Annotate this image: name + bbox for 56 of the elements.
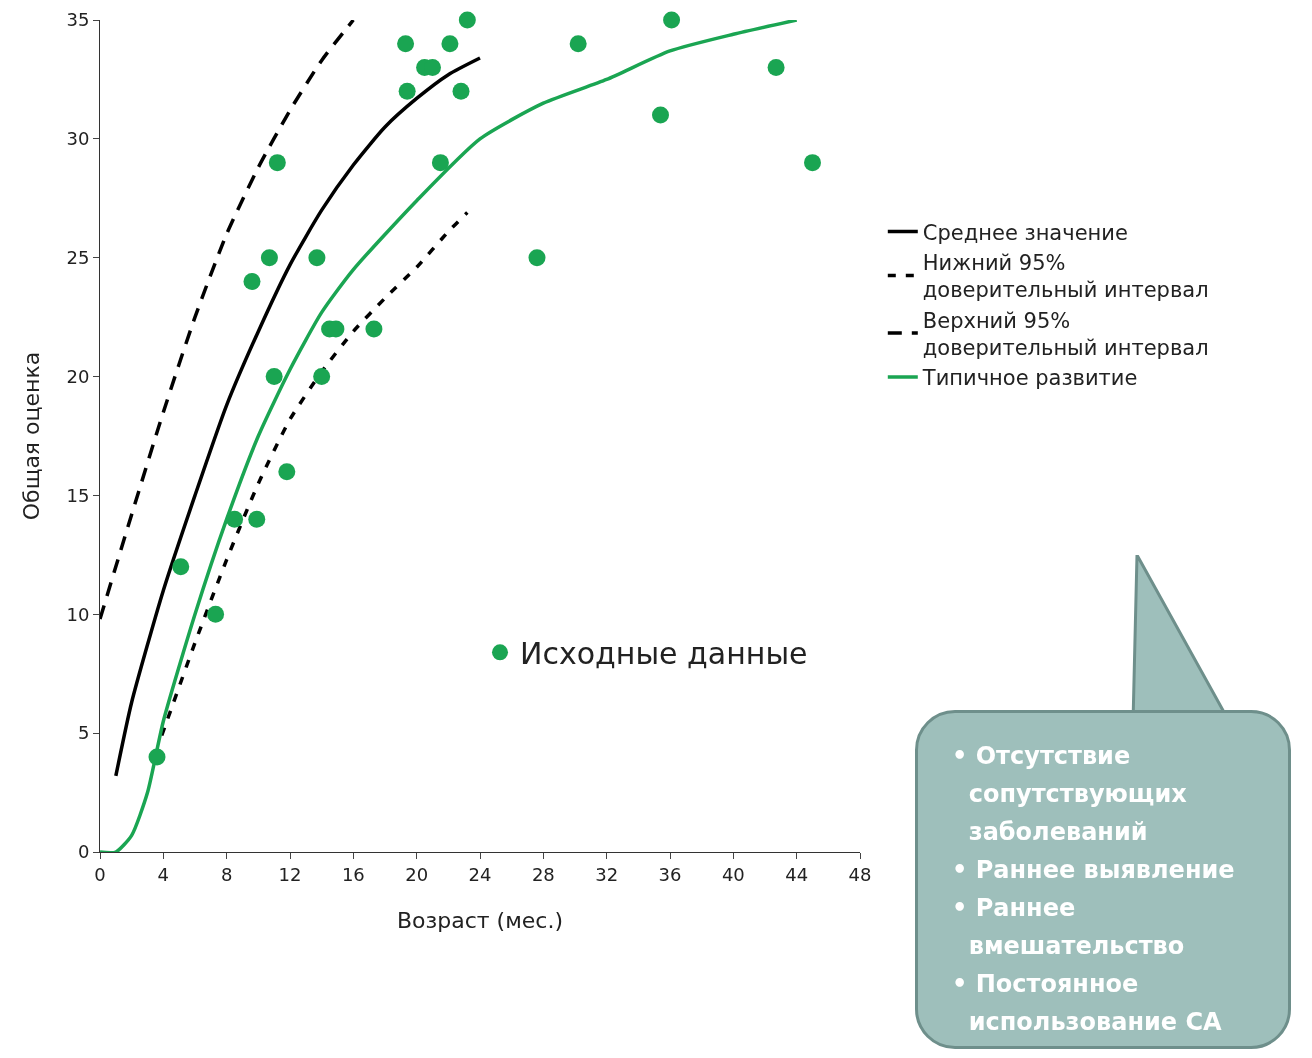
- x-tick-label: 12: [278, 863, 302, 885]
- point: [248, 510, 266, 528]
- x-axis-title: Возраст (мес.): [397, 908, 563, 933]
- x-tick-label: 32: [595, 863, 619, 885]
- x-tick-label: 16: [341, 863, 365, 885]
- point: [441, 35, 459, 53]
- point: [431, 154, 449, 172]
- line-series: [160, 210, 470, 738]
- x-tick-label: 28: [531, 863, 555, 885]
- x-tick-label: 48: [848, 863, 872, 885]
- point: [265, 368, 283, 386]
- point: [226, 510, 244, 528]
- point: [308, 249, 326, 267]
- y-tick-label: 20: [66, 365, 90, 387]
- point: [663, 11, 681, 29]
- point: [207, 605, 225, 623]
- point: [452, 82, 470, 100]
- x-tick-label: 4: [157, 863, 170, 885]
- y-tick-label: 35: [66, 9, 90, 31]
- point: [397, 35, 415, 53]
- point: [313, 368, 331, 386]
- x-tick-label: 44: [785, 863, 809, 885]
- line-series: [114, 56, 482, 778]
- point: [398, 82, 416, 100]
- legend-label: Верхний 95% доверительный интервал: [922, 308, 1209, 360]
- point: [278, 463, 296, 481]
- x-tick-label: 36: [658, 863, 682, 885]
- point: [652, 106, 669, 124]
- legend-label: Типичное развитие: [921, 366, 1138, 391]
- point: [569, 35, 587, 53]
- point: [365, 320, 383, 338]
- point: [528, 249, 546, 267]
- point: [172, 558, 190, 576]
- point: [260, 249, 278, 267]
- x-tick-label: 0: [94, 863, 106, 885]
- legend-label: Среднее значение: [922, 220, 1128, 245]
- point: [767, 59, 785, 77]
- line-series: [100, 20, 356, 621]
- legend-label: Исходные данные: [520, 636, 808, 672]
- x-tick-label: 24: [468, 863, 492, 885]
- y-tick-label: 0: [77, 841, 90, 863]
- y-tick-label: 15: [66, 484, 90, 506]
- x-tick-label: 40: [721, 863, 745, 885]
- legend-label: Нижний 95% доверительный интервал: [922, 251, 1209, 303]
- point: [804, 154, 821, 172]
- point: [243, 272, 261, 290]
- y-axis-title: Общая оценка: [19, 351, 45, 521]
- y-tick-label: 30: [66, 128, 90, 150]
- y-tick-label: 5: [77, 722, 90, 744]
- point: [148, 748, 166, 766]
- y-tick-label: 25: [66, 247, 90, 269]
- x-tick-label: 20: [405, 863, 429, 885]
- x-tick-label: 8: [220, 863, 233, 885]
- point: [458, 11, 476, 29]
- point: [268, 154, 286, 172]
- y-tick-label: 10: [66, 603, 90, 625]
